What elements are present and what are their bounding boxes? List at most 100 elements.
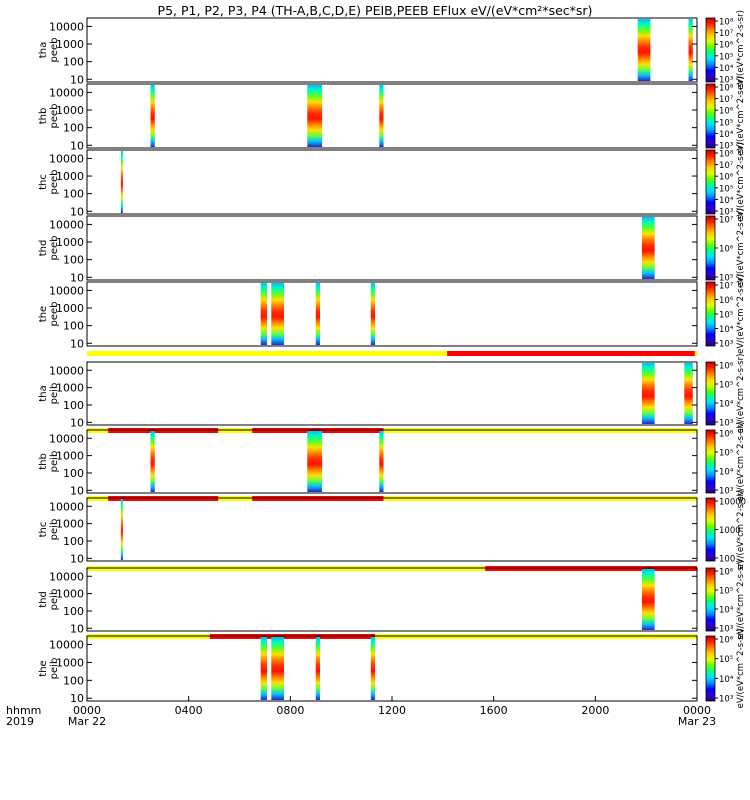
burst-spectrogram [370, 637, 376, 700]
panel-thc-peib: 10100100010000thcpeib100100010000eV/(eV*… [38, 490, 746, 570]
y-tick-label: 10000 [49, 20, 84, 33]
burst-spectrogram [637, 19, 651, 81]
panel-frame [86, 149, 698, 215]
burst-spectrogram [641, 217, 655, 279]
burst-spectrogram [307, 431, 323, 492]
y-tick-label: 10000 [49, 284, 84, 297]
colorbar [705, 361, 716, 426]
burst-spectrogram [150, 85, 155, 147]
y-tick-label: 1000 [56, 302, 84, 315]
panel-label: thepeeb [38, 302, 60, 327]
colorbar-unit-label: eV/(eV*cm^2-s-sr) [736, 142, 746, 222]
y-tick-label: 100 [63, 605, 84, 618]
colorbar-tick-label: 10⁶ [719, 245, 734, 255]
colorbar-unit-label: eV/(eV*cm^2-s-sr) [736, 354, 746, 434]
colorbar-unit-label: eV/(eV*cm^2-s-sr) [736, 208, 746, 288]
probe-label: thd [38, 240, 49, 257]
colorbar-unit-label: eV/(eV*cm^2-s-sr) [736, 560, 746, 640]
colorbar-tick-label: 10⁸ [719, 150, 734, 160]
mode-bar-slow [694, 351, 697, 356]
x-tick-label: 2000 [581, 704, 609, 717]
colorbar-tick-label: 10⁵ [719, 311, 733, 321]
colorbar-tick-label: 10⁵ [719, 118, 733, 128]
panel-label: thapeeb [38, 38, 60, 63]
colorbar [705, 635, 716, 702]
colorbar-tick-label: 10⁴ [719, 64, 734, 74]
probe-label: the [38, 306, 49, 322]
colorbar-tick-label: 10⁸ [719, 18, 734, 28]
colorbar [705, 567, 716, 632]
burst-spectrogram [370, 283, 376, 345]
burst-spectrogram [688, 19, 693, 81]
colorbar-tick-label: 10³ [719, 142, 733, 152]
burst-spectrogram [684, 363, 693, 424]
burst-spectrogram [260, 637, 268, 700]
colorbar-tick-label: 10⁵ [719, 381, 733, 391]
colorbar-tick-label: 10³ [719, 695, 733, 705]
colorbar-tick-label: 10⁶ [719, 107, 734, 117]
panel-label: thcpeeb [38, 170, 60, 195]
panel-frame [86, 429, 698, 494]
y-tick-label: 10000 [49, 86, 84, 99]
panel-label: thepeib [38, 658, 60, 680]
colorbar-tick-label: 10⁵ [719, 449, 733, 459]
burst-spectrogram [271, 283, 284, 345]
y-tick-label: 10000 [49, 639, 84, 652]
colorbar-unit-label: eV/(eV*cm^2-s-sr) [736, 76, 746, 156]
colorbar-tick-label: 10³ [719, 625, 733, 635]
y-tick-label: 100 [63, 320, 84, 333]
y-tick-label: 100 [63, 254, 84, 267]
panel-frame [86, 497, 698, 562]
colorbar-unit-label: eV/(eV*cm^2-s-sr) [736, 10, 746, 90]
burst-spectrogram [379, 431, 384, 492]
probe-label: thd [38, 591, 49, 608]
probe-label: thc [38, 522, 49, 538]
product-label: peeb [49, 38, 60, 63]
y-tick-label: 1000 [56, 170, 84, 183]
colorbar-tick-label: 10⁴ [719, 196, 734, 206]
y-tick-label: 10000 [49, 152, 84, 165]
burst-spectrogram [120, 499, 123, 560]
x-tick-label: 0800 [276, 704, 304, 717]
colorbar-tick-label: 10⁷ [719, 95, 734, 105]
colorbar [705, 149, 716, 215]
colorbar-tick-label: 10³ [719, 487, 733, 497]
colorbar-tick-label: 10⁵ [719, 655, 733, 665]
colorbar-tick-label: 10⁶ [719, 430, 734, 440]
y-tick-label: 1000 [56, 236, 84, 249]
colorbar-tick-label: 10³ [719, 76, 733, 86]
y-tick-label: 100 [63, 467, 84, 480]
panel-frame [86, 635, 698, 702]
probe-label: the [38, 660, 49, 676]
colorbar-tick-label: 10³ [719, 419, 733, 429]
product-label: peib [49, 658, 60, 680]
panel-label: thdpeib [38, 589, 60, 611]
product-label: peib [49, 519, 60, 541]
probe-label: thc [38, 174, 49, 190]
y-tick-label: 10000 [49, 432, 84, 445]
colorbar-unit-label: eV/(eV*cm^2-s-sr) [736, 629, 746, 709]
product-label: peib [49, 589, 60, 611]
probe-label: tha [38, 385, 49, 401]
colorbar-tick-label: 10⁴ [719, 400, 734, 410]
colorbar [705, 83, 716, 149]
colorbar-tick-label: 10⁷ [719, 282, 734, 292]
y-tick-label: 10 [70, 416, 84, 429]
colorbar-tick-label: 1000 [719, 526, 741, 536]
colorbar-tick-label: 10⁶ [719, 568, 734, 578]
y-tick-label: 10 [70, 552, 84, 565]
colorbar-tick-label: 10⁴ [719, 675, 734, 685]
y-tick-label: 10 [70, 692, 84, 705]
x-axis-label: hhmm [6, 704, 41, 717]
mode-bar-slow [87, 351, 448, 356]
colorbar-tick-label: 10⁶ [719, 362, 734, 372]
y-tick-label: 1000 [56, 518, 84, 531]
colorbar-tick-label: 10⁷ [719, 161, 734, 171]
probe-label: thb [38, 453, 49, 470]
y-tick-label: 100 [63, 122, 84, 135]
colorbar-tick-label: 10⁶ [719, 41, 734, 51]
